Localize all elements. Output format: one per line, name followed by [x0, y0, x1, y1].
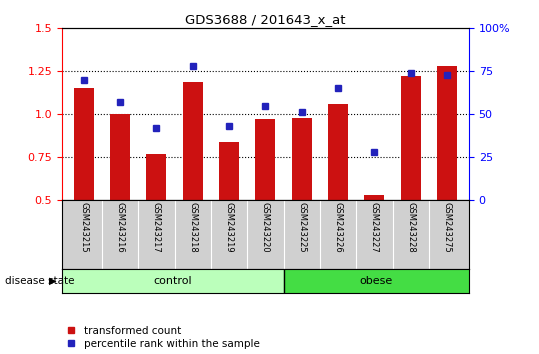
Bar: [219, 142, 239, 200]
Text: GSM243227: GSM243227: [370, 202, 379, 253]
Text: control: control: [154, 276, 192, 286]
Bar: [255, 119, 275, 200]
Text: obese: obese: [360, 276, 393, 286]
Text: GSM243225: GSM243225: [298, 202, 306, 253]
Bar: [437, 66, 457, 200]
Bar: [364, 195, 384, 200]
Bar: [292, 118, 312, 200]
Bar: [62, 269, 284, 293]
Bar: [183, 81, 203, 200]
Text: GSM243218: GSM243218: [188, 202, 197, 253]
Bar: [401, 76, 421, 200]
Text: GSM243228: GSM243228: [406, 202, 415, 253]
Text: GSM243217: GSM243217: [152, 202, 161, 253]
Text: GSM243216: GSM243216: [116, 202, 125, 253]
Bar: [74, 88, 94, 200]
Text: GSM243219: GSM243219: [225, 202, 233, 253]
Text: GSM243275: GSM243275: [443, 202, 452, 253]
Text: GSM243226: GSM243226: [334, 202, 343, 253]
Text: GSM243220: GSM243220: [261, 202, 270, 253]
Text: disease state: disease state: [5, 276, 75, 286]
Bar: [110, 114, 130, 200]
Legend: transformed count, percentile rank within the sample: transformed count, percentile rank withi…: [67, 326, 260, 349]
Title: GDS3688 / 201643_x_at: GDS3688 / 201643_x_at: [185, 13, 345, 26]
Bar: [284, 269, 469, 293]
Text: GSM243215: GSM243215: [79, 202, 88, 253]
Bar: [147, 154, 167, 200]
Text: ▶: ▶: [49, 276, 57, 286]
Bar: [328, 104, 348, 200]
